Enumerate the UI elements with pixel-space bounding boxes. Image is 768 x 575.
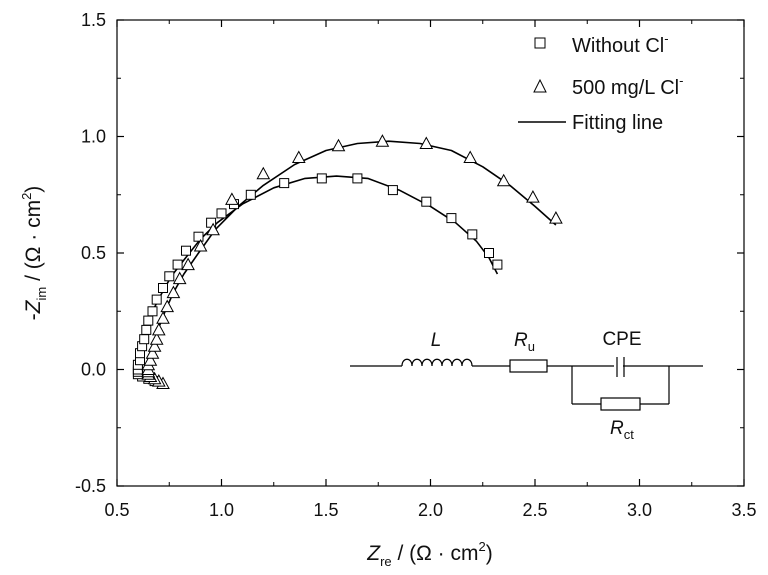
legend-label-500mgl-cl: 500 mg/L Cl- [572,73,683,99]
legend-square-marker [534,37,546,49]
data-point-without-cl [279,178,290,189]
y-axis-title: -Zim / (Ω · cm2) [19,186,49,321]
axis-ticks [116,19,745,487]
data-point-without-cl [193,231,204,242]
data-point-500mgl-cl [526,190,540,203]
data-point-500mgl-cl [419,136,434,149]
axis-tick-labels: 0.5 1.0 1.5 2.0 2.5 3.0 3.5 -0.5 0.0 0.5 1.0 1.5 [75,10,757,520]
data-point-500mgl-cl [225,192,239,205]
legend-label-without-cl: Without Cl- [572,31,669,57]
legend-entry-without-cl: Without Cl- [534,31,669,57]
data-point-without-cl [467,229,478,240]
data-point-500mgl-cl [149,332,164,345]
data-point-500mgl-cl [193,238,208,252]
data-point-without-cl [141,324,152,335]
data-point-without-cl [143,315,154,326]
x-tick-label: 3.5 [731,500,756,520]
y-tick-label: 0.0 [81,360,106,380]
data-point-without-cl [387,185,398,196]
data-point-500mgl-cl [291,150,306,163]
data-point-without-cl [181,245,191,256]
legend-label-fitting-line: Fitting line [572,112,663,134]
inductor-symbol [401,358,473,367]
legend-entry-500mgl-cl: 500 mg/L Cl- [533,73,683,99]
data-point-without-cl [164,271,175,282]
data-points [132,134,563,389]
y-tick-label: -0.5 [75,476,106,496]
y-tick-label: 1.5 [81,10,106,30]
data-point-500mgl-cl [496,173,511,187]
data-point-500mgl-cl [143,353,158,366]
x-axis-title: Zre / (Ω · cm2) [366,539,492,569]
x-tick-label: 2.5 [522,500,547,520]
legend: Without Cl- 500 mg/L Cl- Fitting line [518,31,683,134]
circuit-label-inductor: L [431,330,442,351]
circuit-label-ru: Ru [514,330,535,354]
data-point-without-cl [245,189,256,200]
circuit-label-cpe: CPE [602,329,641,350]
data-point-without-cl [139,334,150,345]
equivalent-circuit-inset [350,356,703,411]
circuit-label-rct: Rct [610,418,634,442]
data-point-500mgl-cl [549,211,563,224]
data-point-500mgl-cl [160,299,175,313]
x-tick-label: 1.0 [209,500,234,520]
cpe-gap-mask [618,362,623,370]
legend-entry-fitting-line: Fitting line [518,112,663,134]
legend-triangle-marker [533,78,547,93]
data-point-without-cl [172,259,183,270]
data-point-500mgl-cl [331,138,346,152]
x-tick-label: 1.5 [313,500,338,520]
data-point-500mgl-cl [206,222,220,236]
data-point-500mgl-cl [375,134,390,147]
data-point-without-cl [316,173,327,184]
data-point-500mgl-cl [156,311,170,324]
data-point-without-cl [446,213,457,224]
data-point-without-cl [484,248,494,258]
data-point-500mgl-cl [172,271,187,285]
data-point-500mgl-cl [181,257,195,271]
data-point-500mgl-cl [166,285,181,299]
resistor-ru-symbol [509,359,548,373]
data-point-without-cl [147,306,158,317]
resistor-rct-symbol [600,397,641,411]
data-point-500mgl-cl [145,346,160,359]
fitting-line-0 [137,175,499,380]
data-point-without-cl [151,294,162,305]
data-point-500mgl-cl [147,339,162,352]
x-tick-label: 3.0 [627,500,652,520]
y-tick-label: 0.5 [81,243,106,263]
y-tick-label: 1.0 [81,127,106,147]
data-point-without-cl [492,259,503,270]
data-point-without-cl [421,196,432,207]
data-point-500mgl-cl [463,150,478,163]
data-point-without-cl [216,208,227,219]
data-point-500mgl-cl [151,322,166,336]
data-point-without-cl [158,283,168,293]
x-tick-label: 2.0 [418,500,443,520]
data-point-500mgl-cl [256,166,271,180]
x-tick-label: 0.5 [104,500,129,520]
data-point-without-cl [352,173,363,184]
